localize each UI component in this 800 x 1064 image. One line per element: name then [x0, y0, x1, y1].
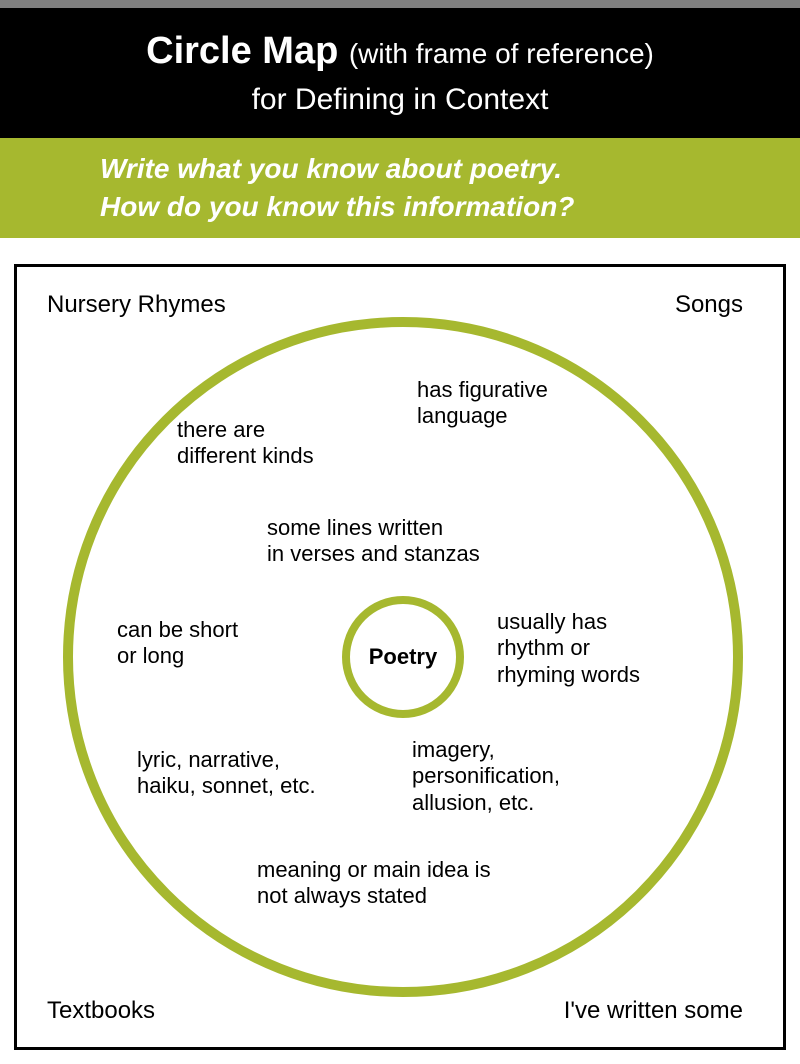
corner-top-left: Nursery Rhymes [47, 291, 226, 319]
prompt-line-1: Write what you know about poetry. [100, 150, 800, 188]
trait-devices: imagery, personification, allusion, etc. [412, 737, 560, 816]
trait-rhythm-rhyme: usually has rhythm or rhyming words [497, 609, 640, 688]
header-paren: (with frame of reference) [349, 38, 654, 69]
center-term: Poetry [369, 644, 437, 670]
corner-bottom-right: I've written some [564, 997, 743, 1025]
trait-different-kinds: there are different kinds [177, 417, 314, 470]
page: Circle Map (with frame of reference) for… [0, 0, 800, 1064]
top-bar [0, 0, 800, 8]
trait-forms: lyric, narrative, haiku, sonnet, etc. [137, 747, 316, 800]
corner-top-right: Songs [675, 291, 743, 319]
frame-of-reference: Poetry Nursery Rhymes Songs Textbooks I'… [14, 264, 786, 1050]
header-line-2: for Defining in Context [252, 81, 549, 119]
inner-circle: Poetry [342, 596, 464, 718]
header: Circle Map (with frame of reference) for… [0, 8, 800, 138]
trait-verses-stanzas: some lines written in verses and stanzas [267, 515, 480, 568]
prompt-band: Write what you know about poetry. How do… [0, 138, 800, 238]
trait-short-long: can be short or long [117, 617, 238, 670]
trait-figurative: has figurative language [417, 377, 548, 430]
prompt-line-2: How do you know this information? [100, 188, 800, 226]
header-line-1: Circle Map (with frame of reference) [146, 28, 654, 76]
header-main: Circle Map [146, 30, 338, 72]
corner-bottom-left: Textbooks [47, 997, 155, 1025]
trait-meaning: meaning or main idea is not always state… [257, 857, 491, 910]
